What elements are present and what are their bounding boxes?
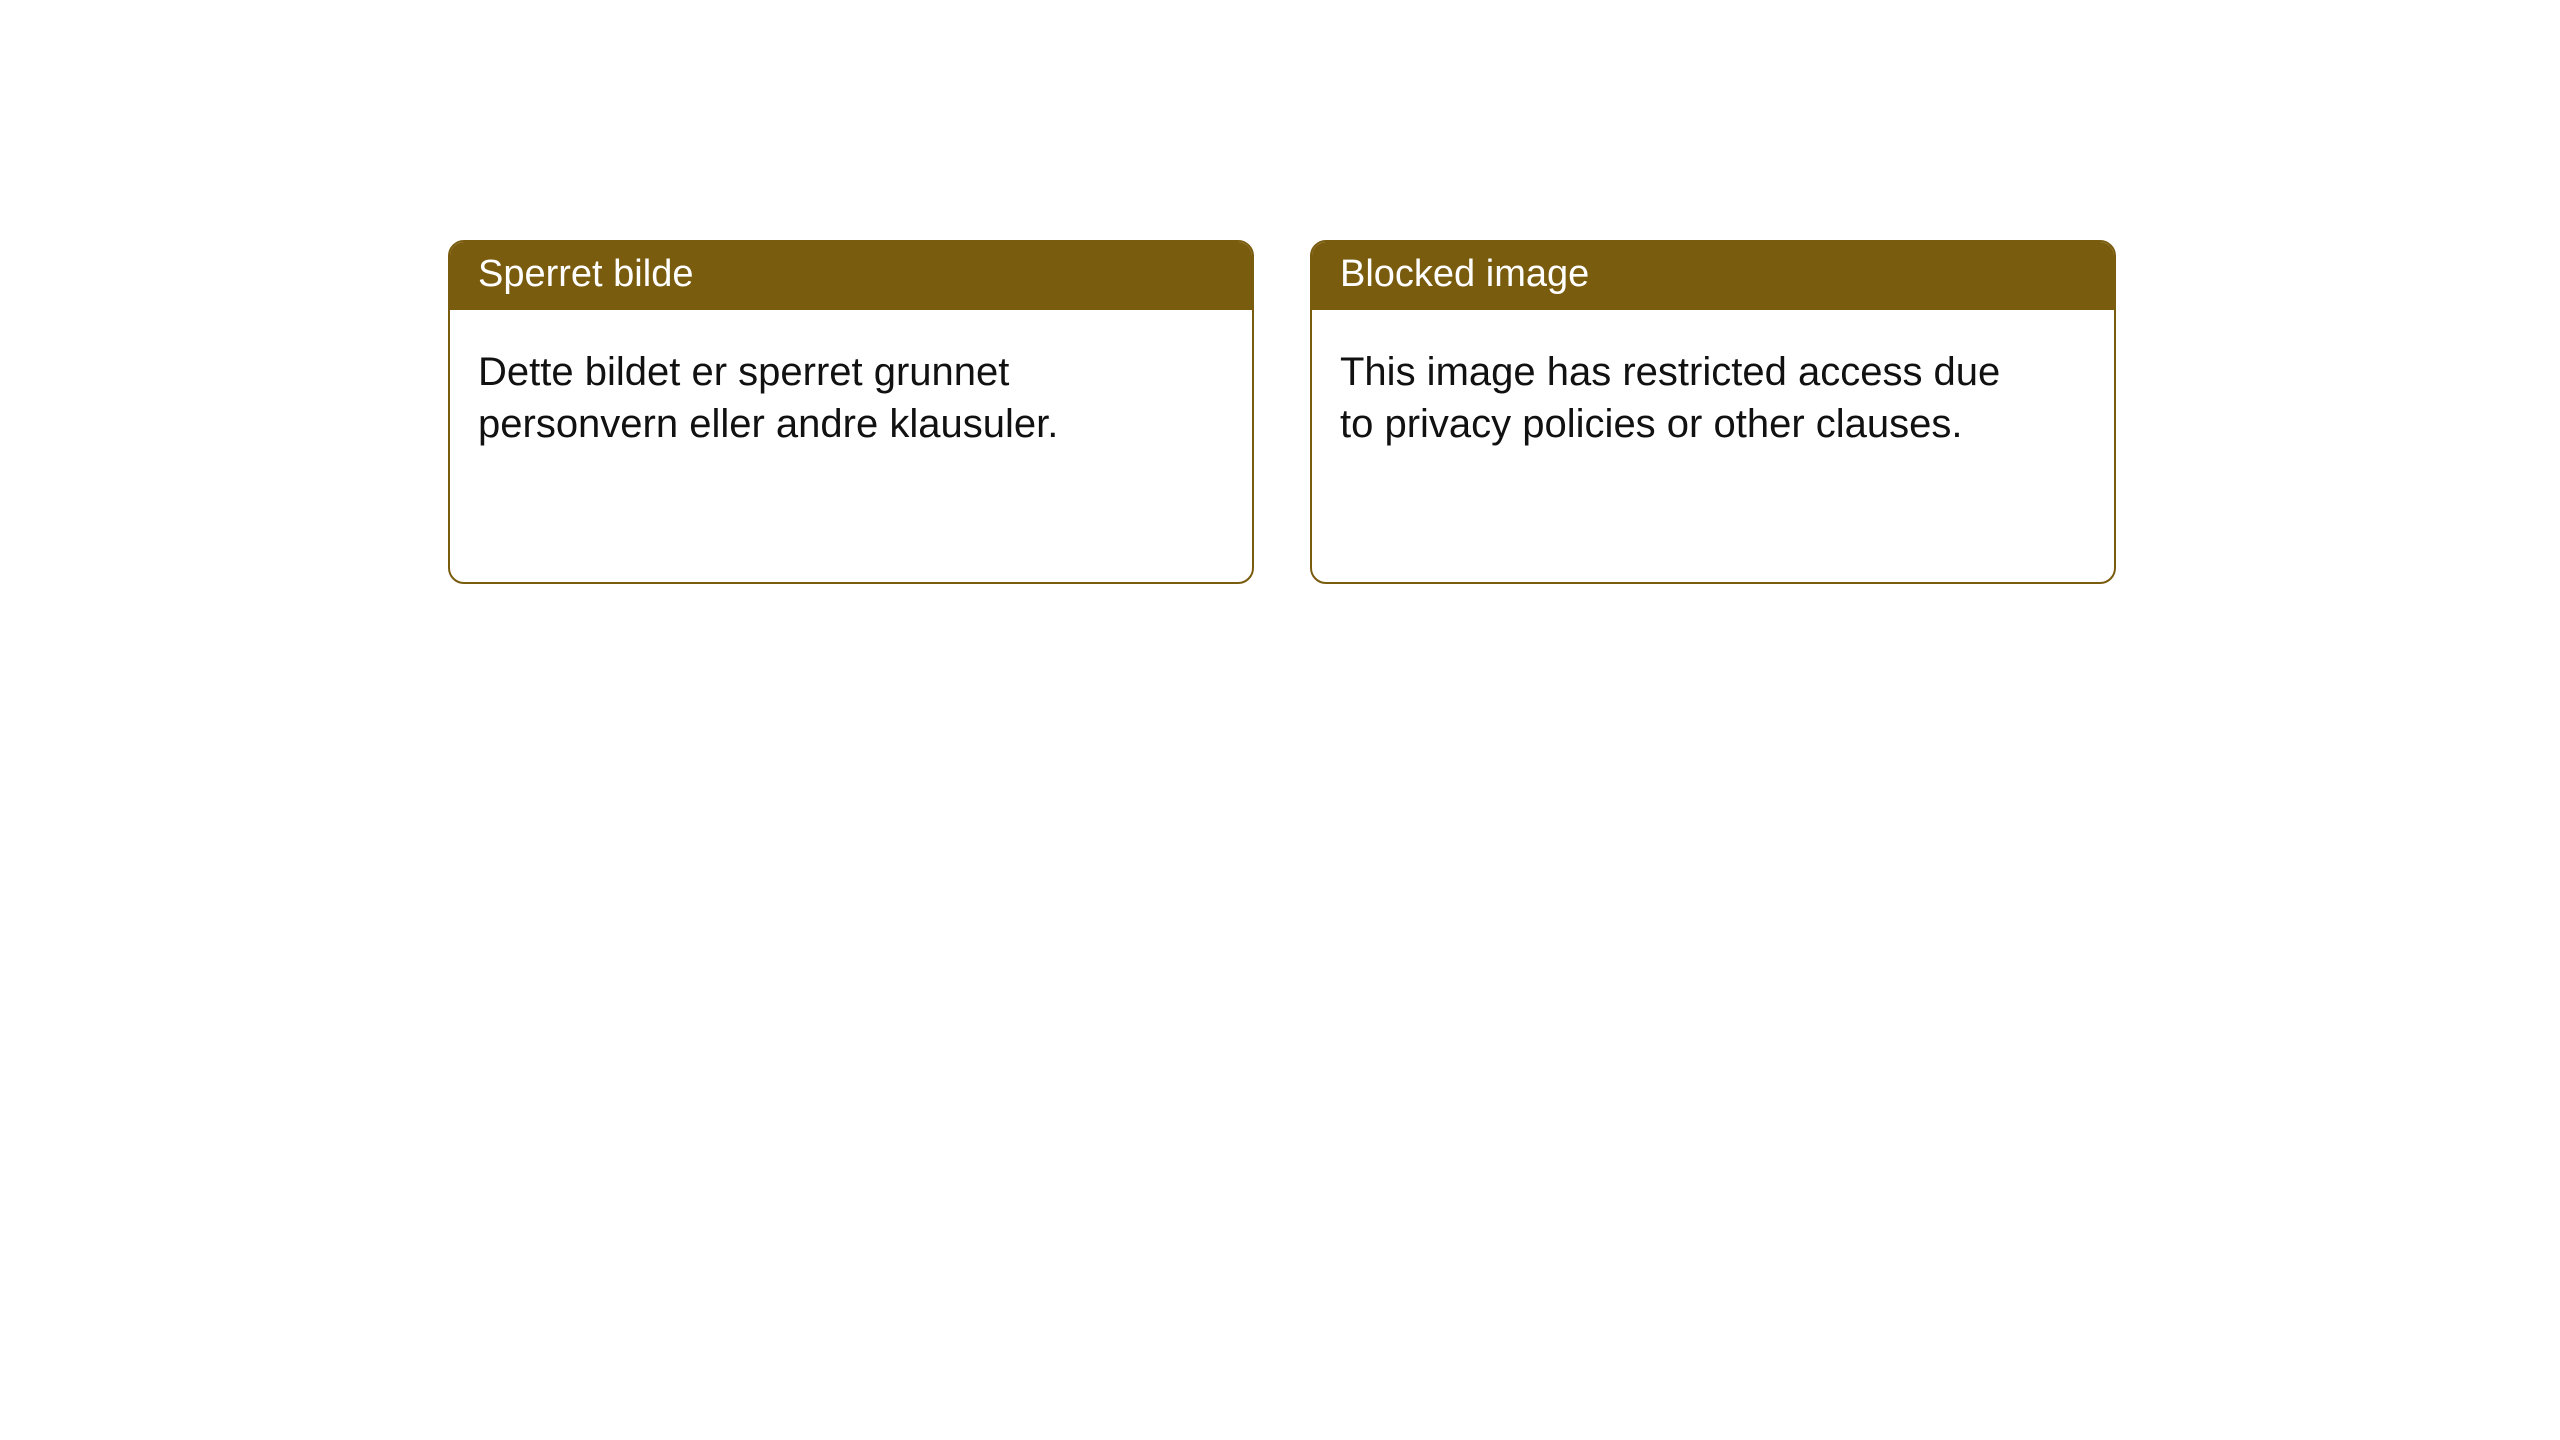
notice-title-no: Sperret bilde [450,242,1252,310]
notice-body-no: Dette bildet er sperret grunnet personve… [450,310,1252,582]
notice-message-no: Dette bildet er sperret grunnet personve… [478,346,1158,452]
notice-message-en: This image has restricted access due to … [1340,346,2020,452]
notice-card-no: Sperret bilde Dette bildet er sperret gr… [448,240,1254,584]
notices-container: Sperret bilde Dette bildet er sperret gr… [0,0,2560,584]
notice-card-en: Blocked image This image has restricted … [1310,240,2116,584]
notice-body-en: This image has restricted access due to … [1312,310,2114,582]
notice-title-en: Blocked image [1312,242,2114,310]
